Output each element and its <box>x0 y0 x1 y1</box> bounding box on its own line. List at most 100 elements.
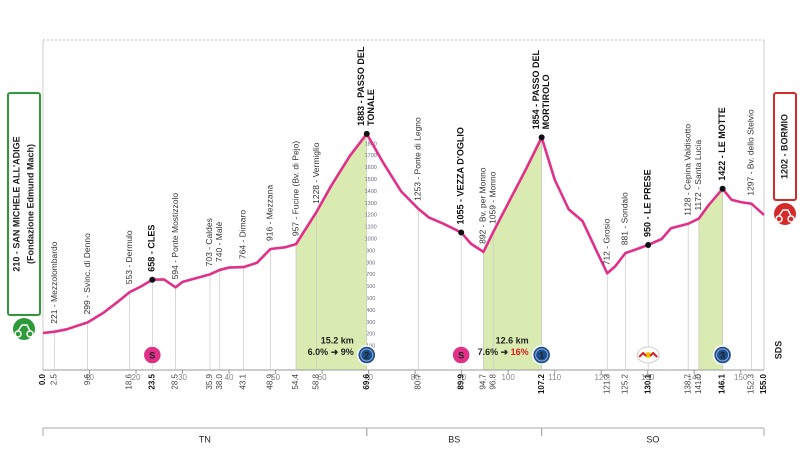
marker-label: 2 <box>364 350 369 360</box>
km-label: 43.1 <box>239 373 248 389</box>
climb-gradient: 7.6% ➜ 16% <box>478 347 529 357</box>
km-label: 146.1 <box>718 373 727 394</box>
arrow: ➜ <box>328 347 341 357</box>
waypoint-label: 1128 - Cepina Valdisotto <box>682 124 692 216</box>
marker-label: 3 <box>720 350 725 360</box>
climb-gradient: 6.0% ➜ 9% <box>308 347 354 357</box>
waypoint-label: 740 - Malè <box>214 222 224 262</box>
km-label: 141.0 <box>694 373 703 394</box>
waypoint-label: 1172 - Santa Lucia <box>693 140 703 211</box>
waypoint-label: 594 - Ponte Mostizzolo <box>170 193 180 280</box>
finish-bike <box>775 209 795 223</box>
x-tick-label: 10 <box>85 373 94 382</box>
region-name: BS <box>448 434 460 444</box>
km-label: 9.6 <box>83 373 92 385</box>
y-tick-label: 1600 <box>365 165 377 171</box>
kom-ring <box>360 348 374 362</box>
waypoint-dot <box>645 241 652 248</box>
y-tick-label: 600 <box>366 284 375 290</box>
y-tick-label: 900 <box>366 248 375 254</box>
km-label: 107.2 <box>537 373 546 394</box>
km-label: 152.3 <box>747 373 756 394</box>
x-tick-label: 110 <box>548 373 561 382</box>
km-label: 54.4 <box>291 373 300 389</box>
x-tick-label: 90 <box>457 373 466 382</box>
kom-ring <box>716 348 730 362</box>
waypoint-label: 1059 - Monno <box>488 171 498 224</box>
waypoint-label: 712 - Grosio <box>601 218 611 265</box>
waypoint-label: 1883 - PASSO DEL <box>356 46 366 126</box>
waypoint-label: 1422 - LE MOTTE <box>717 107 727 181</box>
waypoint-dot <box>363 130 370 137</box>
waypoint-label: 221 - Mezzolombardo <box>49 241 59 323</box>
waypoint-label: 1228 - Vermiglio <box>311 142 321 204</box>
marker-label: 1 <box>539 350 544 360</box>
y-tick-label: 200 <box>366 332 375 338</box>
x-tick-label: 40 <box>225 373 234 382</box>
waypoint-label: 1055 - VEZZA D'OGLIO <box>456 127 466 224</box>
y-tick-label: 1800 <box>365 141 377 147</box>
region-name: TN <box>199 434 211 444</box>
km-label: 89.9 <box>456 373 465 389</box>
km-label: 69.6 <box>362 373 371 389</box>
y-tick-label: 700 <box>366 272 375 278</box>
y-tick-label: 1200 <box>365 213 377 219</box>
x-tick-label: 60 <box>318 373 327 382</box>
y-tick-label: 1700 <box>365 153 377 159</box>
climb-avg: 7.6% <box>478 347 499 357</box>
km-label: 23.5 <box>147 373 156 389</box>
waypoint-label: 703 - Caldes <box>204 218 214 266</box>
y-tick-label: 300 <box>366 320 375 326</box>
climb-length: 12.6 km <box>496 335 529 345</box>
y-tick-label: 500 <box>366 296 375 302</box>
waypoint-label: MORTIROLO <box>541 74 551 129</box>
y-tick-label: 1100 <box>365 225 377 231</box>
profile-line <box>42 132 765 335</box>
km-label: 138.7 <box>683 373 692 394</box>
km-label: 28.5 <box>171 373 180 389</box>
y-tick-label: 1400 <box>365 189 377 195</box>
kom-ring <box>535 348 549 362</box>
km-label: 48.9 <box>266 373 275 389</box>
y-tick-label: 1300 <box>365 201 377 207</box>
waypoint-label: 1854 - PASSO DEL <box>531 50 541 130</box>
waypoint-label: 553 - Dermulo <box>124 230 134 284</box>
waypoint-label: 916 - Mezzana <box>265 184 275 240</box>
waypoint-label: 764 - Dimaro <box>238 210 248 259</box>
waypoint-label: 1297 - Bv. dello Stelvio <box>746 109 756 196</box>
x-tick-label: 20 <box>132 373 141 382</box>
x-tick-label: 50 <box>271 373 280 382</box>
finish-label: 1202 - BORMIO <box>779 114 789 179</box>
km-label: 96.8 <box>488 373 497 389</box>
y-tick-label: 400 <box>366 308 375 314</box>
marker-label: S <box>149 350 155 360</box>
x-tick-label: 140 <box>688 373 702 382</box>
waypoint-label: 950 - LE PRESE <box>643 169 653 237</box>
waypoint-label: 1253 - Ponte di Legno <box>413 117 423 201</box>
x-tick-label: 30 <box>178 373 187 382</box>
x-tick-label: 70 <box>364 373 373 382</box>
start-bike <box>14 324 34 338</box>
waypoint-dot <box>538 134 545 141</box>
km-label: 38.0 <box>215 373 224 389</box>
finish-icon <box>774 203 796 225</box>
km-label: 0.0 <box>38 373 47 385</box>
x-tick-label: 80 <box>411 373 420 382</box>
km-label: 35.9 <box>205 373 214 389</box>
km-label: 58.8 <box>312 373 321 389</box>
waypoint-label: 957 - Fucine (Bv. di Pejo) <box>290 141 300 236</box>
sprint-marker <box>142 345 163 365</box>
arrow: ➜ <box>498 347 511 357</box>
km-label: 155.0 <box>759 373 768 394</box>
redbull-bulls <box>638 351 658 358</box>
redbull-sun <box>645 352 652 358</box>
x-tick-label: 130 <box>641 373 655 382</box>
waypoint-label: TONALE <box>366 89 376 126</box>
km-label: 121.3 <box>602 373 611 394</box>
waypoint-label: 299 - Svinc. di Denno <box>82 233 92 315</box>
start-label: (Fondazione Edmund Mach) <box>25 144 35 264</box>
km-label: 2.5 <box>50 373 59 385</box>
start-icon <box>13 318 35 340</box>
km-label: 80.7 <box>413 373 422 389</box>
